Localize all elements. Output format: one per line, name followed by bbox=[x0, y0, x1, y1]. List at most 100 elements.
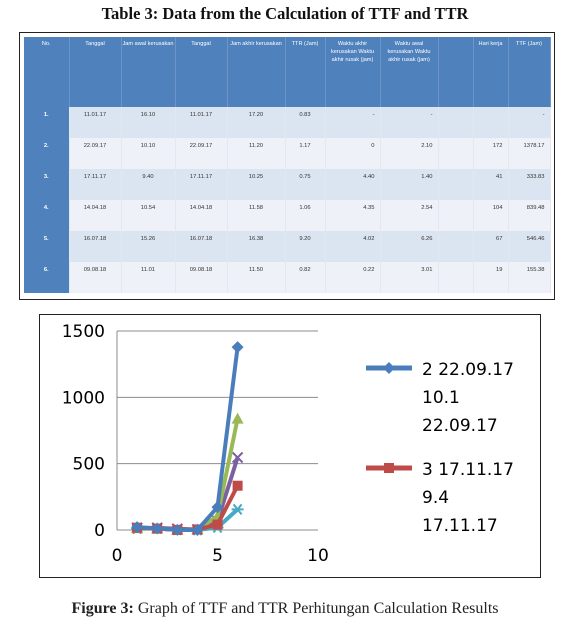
figure-caption: Figure 3: Graph of TTF and TTR Perhitung… bbox=[0, 600, 570, 618]
cell-hari-kerja: 172 bbox=[473, 138, 509, 169]
cell-tanggal: 11.01.17 bbox=[69, 107, 122, 138]
data-point-square bbox=[232, 480, 243, 491]
cell-waktu-akhir: 4.35 bbox=[325, 200, 381, 231]
cell-no: 4. bbox=[24, 200, 70, 231]
cell-hari-kerja: 19 bbox=[473, 262, 509, 293]
cell-tanggal: 17.11.17 bbox=[69, 169, 122, 200]
cell-no: 3. bbox=[24, 169, 70, 200]
y-tick-label: 0 bbox=[94, 521, 105, 541]
cell-no: 1. bbox=[24, 107, 70, 138]
data-table: No. Tanggal Jam awal kerusakan Tanggal J… bbox=[24, 37, 551, 293]
data-point-square bbox=[384, 463, 394, 473]
cell-blank bbox=[438, 169, 474, 200]
data-point-diamond bbox=[191, 524, 204, 536]
cell-ttf: 1378.17 bbox=[508, 138, 551, 169]
cell-tanggal-2: 22.09.17 bbox=[175, 138, 228, 169]
cell-blank bbox=[438, 231, 474, 262]
cell-ttr: 0.82 bbox=[285, 262, 326, 293]
cell-ttf: 839.48 bbox=[508, 200, 551, 231]
cell-tanggal: 14.04.18 bbox=[69, 200, 122, 231]
table-row: 5. 16.07.18 15.26 16.07.18 16.38 9.20 4.… bbox=[24, 231, 551, 262]
data-point-diamond bbox=[131, 521, 144, 534]
cell-waktu-awal: 6.26 bbox=[380, 231, 439, 262]
cell-tanggal: 22.09.17 bbox=[69, 138, 122, 169]
data-point-star bbox=[232, 503, 243, 516]
table-row: 6. 09.08.18 11.01 09.08.18 11.50 0.82 0.… bbox=[24, 262, 551, 293]
table-container: No. Tanggal Jam awal kerusakan Tanggal J… bbox=[19, 32, 555, 300]
cell-ttr: 0.75 bbox=[285, 169, 326, 200]
header-blank bbox=[438, 37, 474, 107]
cell-jam-awal: 10.10 bbox=[121, 138, 176, 169]
figure-label: Figure 3: bbox=[71, 600, 134, 617]
cell-tanggal: 09.08.18 bbox=[69, 262, 122, 293]
cell-jam-awal: 10.54 bbox=[121, 200, 176, 231]
legend-label: 2 22.09.17 bbox=[422, 360, 514, 380]
cell-jam-akhir: 11.58 bbox=[227, 200, 286, 231]
data-point-diamond bbox=[151, 522, 164, 535]
cell-ttr: 1.06 bbox=[285, 200, 326, 231]
cell-ttr: 1.17 bbox=[285, 138, 326, 169]
chart-container: 0 500 1000 1500 0 5 10 2 22.09.17 10.1 22.09.17 3 … bbox=[39, 314, 541, 578]
cell-jam-awal: 15.26 bbox=[121, 231, 176, 262]
data-point-diamond bbox=[383, 362, 395, 374]
cell-ttr: 9.20 bbox=[285, 231, 326, 262]
cell-waktu-akhir: 4.40 bbox=[325, 169, 381, 200]
cell-waktu-akhir: 4.02 bbox=[325, 231, 381, 262]
cell-waktu-akhir: - bbox=[325, 107, 381, 138]
legend-label: 9.4 bbox=[422, 488, 449, 508]
cell-jam-akhir: 10.25 bbox=[227, 169, 286, 200]
data-point-triangle bbox=[231, 412, 244, 424]
cell-waktu-awal: 2.54 bbox=[380, 200, 439, 231]
cell-waktu-akhir: 0.22 bbox=[325, 262, 381, 293]
cell-ttf: - bbox=[508, 107, 551, 138]
y-tick-label: 500 bbox=[73, 455, 105, 475]
cell-waktu-awal: 3.01 bbox=[380, 262, 439, 293]
cell-tanggal-2: 09.08.18 bbox=[175, 262, 228, 293]
cell-ttr: 0.83 bbox=[285, 107, 326, 138]
cell-waktu-akhir: 0 bbox=[325, 138, 381, 169]
header-tanggal-2: Tanggal bbox=[175, 37, 228, 107]
legend-label: 17.11.17 bbox=[422, 516, 498, 536]
legend-label: 22.09.17 bbox=[422, 416, 498, 436]
cell-waktu-awal: 2.10 bbox=[380, 138, 439, 169]
cell-tanggal-2: 14.04.18 bbox=[175, 200, 228, 231]
cell-no: 2. bbox=[24, 138, 70, 169]
header-ttf: TTF (Jam) bbox=[508, 37, 551, 107]
cell-jam-akhir: 17.20 bbox=[227, 107, 286, 138]
data-point-diamond bbox=[211, 501, 224, 514]
cell-jam-akhir: 11.50 bbox=[227, 262, 286, 293]
figure-caption-text: Graph of TTF and TTR Perhitungan Calcula… bbox=[133, 600, 499, 617]
cell-hari-kerja: 67 bbox=[473, 231, 509, 262]
table-row: 2. 22.09.17 10.10 22.09.17 11.20 1.17 0 … bbox=[24, 138, 551, 169]
cell-tanggal-2: 17.11.17 bbox=[175, 169, 228, 200]
header-jam-akhir: Jam akhir kerusakan bbox=[227, 37, 286, 107]
data-point-square bbox=[212, 519, 223, 530]
cell-hari-kerja: 104 bbox=[473, 200, 509, 231]
header-no: No. bbox=[24, 37, 70, 107]
x-tick-label: 0 bbox=[112, 546, 123, 566]
cell-blank bbox=[438, 107, 474, 138]
cell-blank bbox=[438, 138, 474, 169]
cell-tanggal: 16.07.18 bbox=[69, 231, 122, 262]
table-row: 4. 14.04.18 10.54 14.04.18 11.58 1.06 4.… bbox=[24, 200, 551, 231]
cell-jam-awal: 9.40 bbox=[121, 169, 176, 200]
cell-no: 6. bbox=[24, 262, 70, 293]
table-row: 3. 17.11.17 9.40 17.11.17 10.25 0.75 4.4… bbox=[24, 169, 551, 200]
header-jam-awal: Jam awal kerusakan bbox=[121, 37, 176, 107]
header-ttr: TTR (Jam) bbox=[285, 37, 326, 107]
cell-jam-akhir: 16.38 bbox=[227, 231, 286, 262]
table-row: 1. 11.01.17 16.10 11.01.17 17.20 0.83 - … bbox=[24, 107, 551, 138]
cell-blank bbox=[438, 200, 474, 231]
line-chart: 0 500 1000 1500 0 5 10 2 22.09.17 10.1 22.09.17 3 … bbox=[62, 322, 514, 566]
data-point-diamond bbox=[231, 341, 244, 354]
header-hari-kerja: Hari kerja bbox=[473, 37, 509, 107]
data-point-x bbox=[231, 451, 244, 464]
header-tanggal: Tanggal bbox=[69, 37, 122, 107]
cell-ttf: 333.83 bbox=[508, 169, 551, 200]
legend-label: 10.1 bbox=[422, 388, 460, 408]
cell-ttf: 155.38 bbox=[508, 262, 551, 293]
cell-jam-awal: 11.01 bbox=[121, 262, 176, 293]
x-tick-label: 5 bbox=[212, 546, 223, 566]
cell-hari-kerja: 41 bbox=[473, 169, 509, 200]
y-tick-label: 1000 bbox=[62, 388, 105, 408]
